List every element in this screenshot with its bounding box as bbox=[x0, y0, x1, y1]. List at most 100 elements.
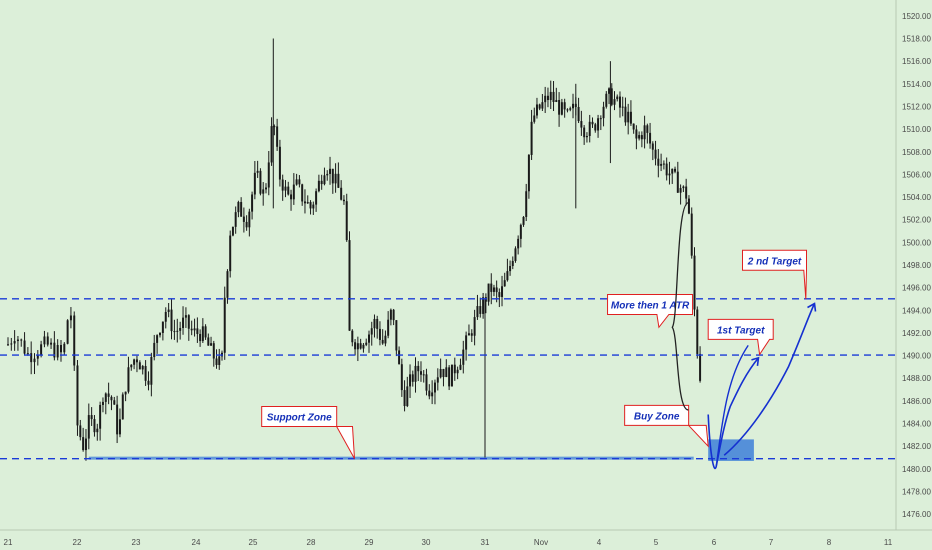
candle-body bbox=[384, 335, 387, 344]
candle-body bbox=[331, 168, 334, 184]
price-tick-label: 1514.00 bbox=[902, 80, 931, 89]
time-tick-label: 8 bbox=[827, 538, 832, 547]
price-tick-label: 1520.00 bbox=[902, 12, 931, 21]
candle-body bbox=[538, 104, 541, 109]
candle-body bbox=[281, 179, 284, 191]
candle-body bbox=[569, 108, 572, 110]
price-axis[interactable]: 1476.00 1478.00 1480.00 1482.00 1484.00 1486.… bbox=[895, 0, 932, 550]
candle-body bbox=[646, 125, 649, 133]
first-target-callout: 1st Target bbox=[707, 318, 774, 356]
candle-body bbox=[295, 179, 298, 185]
candle-body bbox=[187, 315, 190, 329]
candle-body bbox=[362, 344, 365, 349]
second-target-arrowhead bbox=[807, 302, 817, 312]
time-tick-label: Nov bbox=[534, 538, 548, 547]
candle-body bbox=[317, 180, 320, 192]
candle-body bbox=[130, 364, 133, 368]
time-tick-label: 30 bbox=[422, 538, 431, 547]
candle-body bbox=[101, 401, 104, 405]
candle-body bbox=[226, 271, 229, 298]
candle-body bbox=[170, 309, 173, 332]
price-tick-label: 1500.00 bbox=[902, 238, 931, 247]
candle-body bbox=[116, 404, 119, 435]
candle-body bbox=[312, 204, 315, 209]
candle-body bbox=[284, 186, 287, 191]
candle-body bbox=[113, 400, 116, 405]
candle-body bbox=[635, 129, 638, 139]
candle-body bbox=[303, 201, 306, 204]
candle-body bbox=[566, 109, 569, 111]
time-tick-label: 22 bbox=[73, 538, 82, 547]
candle-body bbox=[555, 100, 558, 102]
candle-body bbox=[608, 88, 611, 94]
candle-body bbox=[59, 345, 62, 353]
candle-body bbox=[657, 158, 660, 166]
candle-body bbox=[517, 238, 520, 249]
atr-note-callout: More then 1 ATR bbox=[607, 293, 694, 329]
candle-body bbox=[267, 162, 270, 188]
candle-body bbox=[632, 123, 635, 130]
price-tick-label: 1494.00 bbox=[902, 306, 931, 315]
atr-note-callout-label: More then 1 ATR bbox=[611, 300, 690, 311]
candle-body bbox=[381, 339, 384, 344]
candle-body bbox=[79, 425, 82, 438]
candle-body bbox=[124, 391, 127, 395]
candle-body bbox=[342, 199, 345, 202]
candle-body bbox=[329, 168, 332, 174]
candle-body bbox=[184, 315, 187, 318]
candle-body bbox=[138, 362, 141, 370]
candle-body bbox=[400, 364, 403, 391]
price-tick-label: 1476.00 bbox=[902, 510, 931, 519]
second-target-callout: 2 nd Target bbox=[742, 249, 807, 300]
time-tick-label: 5 bbox=[654, 538, 659, 547]
buy-zone-callout-label: Buy Zone bbox=[634, 411, 680, 422]
candle-body bbox=[473, 317, 476, 336]
candle-body bbox=[431, 392, 434, 397]
candle-body bbox=[448, 367, 451, 387]
candle-body bbox=[121, 394, 124, 420]
candle-body bbox=[392, 309, 395, 321]
time-axis[interactable]: 21 22 23 24 25 28 29 30 31 Nov 4 5 6 7 8 11 bbox=[0, 529, 932, 547]
time-tick-label: 28 bbox=[307, 538, 316, 547]
candle-body bbox=[90, 415, 93, 420]
candle-body bbox=[356, 343, 359, 350]
candle-body bbox=[671, 168, 674, 174]
candle-body bbox=[161, 321, 164, 333]
candle-body bbox=[535, 104, 538, 116]
candle-body bbox=[479, 306, 482, 314]
candle-body bbox=[276, 126, 279, 147]
candle-body bbox=[144, 366, 147, 381]
candle-body bbox=[419, 371, 422, 375]
candle-body bbox=[237, 202, 240, 213]
candle-body bbox=[270, 126, 273, 163]
candle-body bbox=[525, 191, 528, 217]
candle-body bbox=[370, 328, 373, 335]
candle-body bbox=[580, 121, 583, 128]
candle-body bbox=[253, 172, 256, 195]
price-tick-label: 1484.00 bbox=[902, 420, 931, 429]
support-zone-band bbox=[88, 456, 694, 460]
candle-body bbox=[229, 235, 232, 272]
price-tick-label: 1482.00 bbox=[902, 442, 931, 451]
price-tick-label: 1516.00 bbox=[902, 57, 931, 66]
candle-body bbox=[552, 91, 555, 102]
candle-body bbox=[453, 364, 456, 374]
candle-body bbox=[56, 345, 59, 358]
candle-body bbox=[660, 163, 663, 166]
candle-body bbox=[50, 342, 53, 345]
candle-body bbox=[693, 255, 696, 310]
candle-body bbox=[687, 198, 690, 214]
candle-body bbox=[563, 102, 566, 110]
time-tick-label: 31 bbox=[481, 538, 490, 547]
candle-body bbox=[127, 367, 130, 392]
candle-body bbox=[309, 202, 312, 209]
candle-body bbox=[428, 390, 431, 397]
candle-body bbox=[613, 99, 616, 105]
price-tick-label: 1506.00 bbox=[902, 170, 931, 179]
candle-body bbox=[662, 163, 665, 165]
candle-body bbox=[210, 343, 213, 346]
candle-body bbox=[597, 118, 600, 131]
candle-body bbox=[368, 334, 370, 343]
